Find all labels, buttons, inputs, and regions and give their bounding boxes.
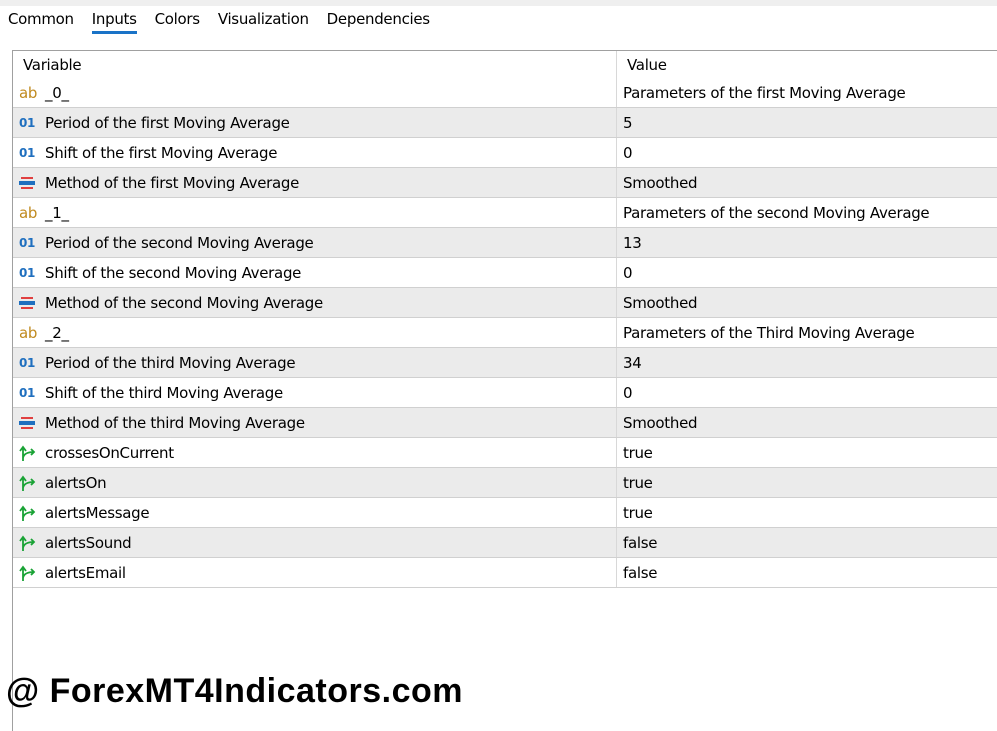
variable-name: Method of the second Moving Average [45,293,323,312]
tab-bar: Common Inputs Colors Visualization Dependenc… [8,8,448,34]
enum-icon [19,295,45,311]
variable-cell: alertsOn [13,468,617,497]
variable-name: alertsMessage [45,503,150,522]
value-cell[interactable]: 34 [623,353,642,372]
value-cell[interactable]: 0 [623,263,633,282]
value-cell[interactable]: 5 [623,113,633,132]
variable-cell: 01 Shift of the second Moving Average [13,258,617,287]
variable-cell: 01 Shift of the first Moving Average [13,138,617,167]
variable-name: alertsEmail [45,563,126,582]
variable-name: alertsSound [45,533,132,552]
table-row[interactable]: 01 Period of the first Moving Average 5 [13,108,997,138]
table-row[interactable]: 01 Period of the second Moving Average 13 [13,228,997,258]
integer-icon: 01 [19,115,36,130]
bool-icon [19,564,45,582]
variable-cell: 01 Period of the second Moving Average [13,228,617,257]
table-row[interactable]: alertsSound false [13,528,997,558]
variable-cell: 01 Shift of the third Moving Average [13,378,617,407]
value-cell[interactable]: Parameters of the Third Moving Average [623,323,915,342]
table-row[interactable]: alertsEmail false [13,558,997,588]
value-cell[interactable]: 0 [623,143,633,162]
value-cell[interactable]: false [623,563,658,582]
variable-cell: ab _2_ [13,318,617,347]
string-icon: ab [19,323,38,342]
value-cell[interactable]: Smoothed [623,173,698,192]
variable-name: Method of the third Moving Average [45,413,305,432]
value-cell[interactable]: true [623,503,653,522]
string-icon: ab [19,203,38,222]
bool-icon [19,504,45,522]
value-cell[interactable]: true [623,473,653,492]
variable-cell: ab _0_ [13,78,617,107]
bool-icon [19,444,45,462]
variable-cell: ab _1_ [13,198,617,227]
variable-cell: crossesOnCurrent [13,438,617,467]
watermark: @ ForexMT4Indicators.com [6,672,464,710]
table-row[interactable]: alertsOn true [13,468,997,498]
variable-cell: Method of the second Moving Average [13,288,617,317]
tab-dependencies[interactable]: Dependencies [326,10,430,28]
variable-cell: alertsEmail [13,558,617,587]
tab-inputs[interactable]: Inputs [91,8,137,34]
table-row[interactable]: 01 Shift of the first Moving Average 0 [13,138,997,168]
inputs-table: Variable Value ab _0_ Parameters of the fi… [12,50,997,731]
tab-colors[interactable]: Colors [154,10,200,28]
variable-cell: alertsSound [13,528,617,557]
table-row[interactable]: alertsMessage true [13,498,997,528]
table-row[interactable]: ab _0_ Parameters of the first Moving Aver… [13,78,997,108]
variable-name: Period of the first Moving Average [45,113,290,132]
variable-name: _1_ [45,203,69,222]
integer-icon: 01 [19,235,36,250]
value-cell[interactable]: Smoothed [623,293,698,312]
table-row[interactable]: Method of the third Moving Average Smooth… [13,408,997,438]
integer-icon: 01 [19,265,36,280]
value-cell[interactable]: true [623,443,653,462]
table-row[interactable]: 01 Shift of the third Moving Average 0 [13,378,997,408]
variable-name: crossesOnCurrent [45,443,174,462]
tab-visualization[interactable]: Visualization [217,10,309,28]
enum-icon [19,415,45,431]
integer-icon: 01 [19,355,36,370]
top-bar [0,0,997,6]
variable-name: Period of the third Moving Average [45,353,296,372]
value-cell[interactable]: false [623,533,658,552]
tab-common[interactable]: Common [8,10,74,28]
enum-icon [19,175,45,191]
variable-cell: Method of the first Moving Average [13,168,617,197]
integer-icon: 01 [19,145,36,160]
variable-name: Shift of the first Moving Average [45,143,278,162]
table-row[interactable]: crossesOnCurrent true [13,438,997,468]
value-cell[interactable]: Parameters of the second Moving Average [623,203,930,222]
variable-cell: Method of the third Moving Average [13,408,617,437]
table-row[interactable]: 01 Shift of the second Moving Average 0 [13,258,997,288]
table-row[interactable]: Method of the second Moving Average Smoot… [13,288,997,318]
bool-icon [19,534,45,552]
value-cell[interactable]: Smoothed [623,413,698,432]
table-row[interactable]: ab _2_ Parameters of the Third Moving Aver… [13,318,997,348]
variable-name: Period of the second Moving Average [45,233,314,252]
column-header-value[interactable]: Value [627,55,667,74]
string-icon: ab [19,83,38,102]
integer-icon: 01 [19,385,36,400]
variable-name: alertsOn [45,473,107,492]
table-row[interactable]: 01 Period of the third Moving Average 34 [13,348,997,378]
variable-name: _0_ [45,83,69,102]
variable-name: Shift of the second Moving Average [45,263,302,282]
value-cell[interactable]: 0 [623,383,633,402]
variable-name: Method of the first Moving Average [45,173,300,192]
bool-icon [19,474,45,492]
variable-name: Shift of the third Moving Average [45,383,283,402]
value-cell[interactable]: 13 [623,233,642,252]
column-header-variable[interactable]: Variable [13,51,617,78]
variable-cell: alertsMessage [13,498,617,527]
table-row[interactable]: ab _1_ Parameters of the second Moving Ave… [13,198,997,228]
variable-cell: 01 Period of the first Moving Average [13,108,617,137]
variable-name: _2_ [45,323,69,342]
value-cell[interactable]: Parameters of the first Moving Average [623,83,906,102]
table-row[interactable]: Method of the first Moving Average Smooth… [13,168,997,198]
variable-cell: 01 Period of the third Moving Average [13,348,617,377]
table-header: Variable Value [13,51,997,78]
